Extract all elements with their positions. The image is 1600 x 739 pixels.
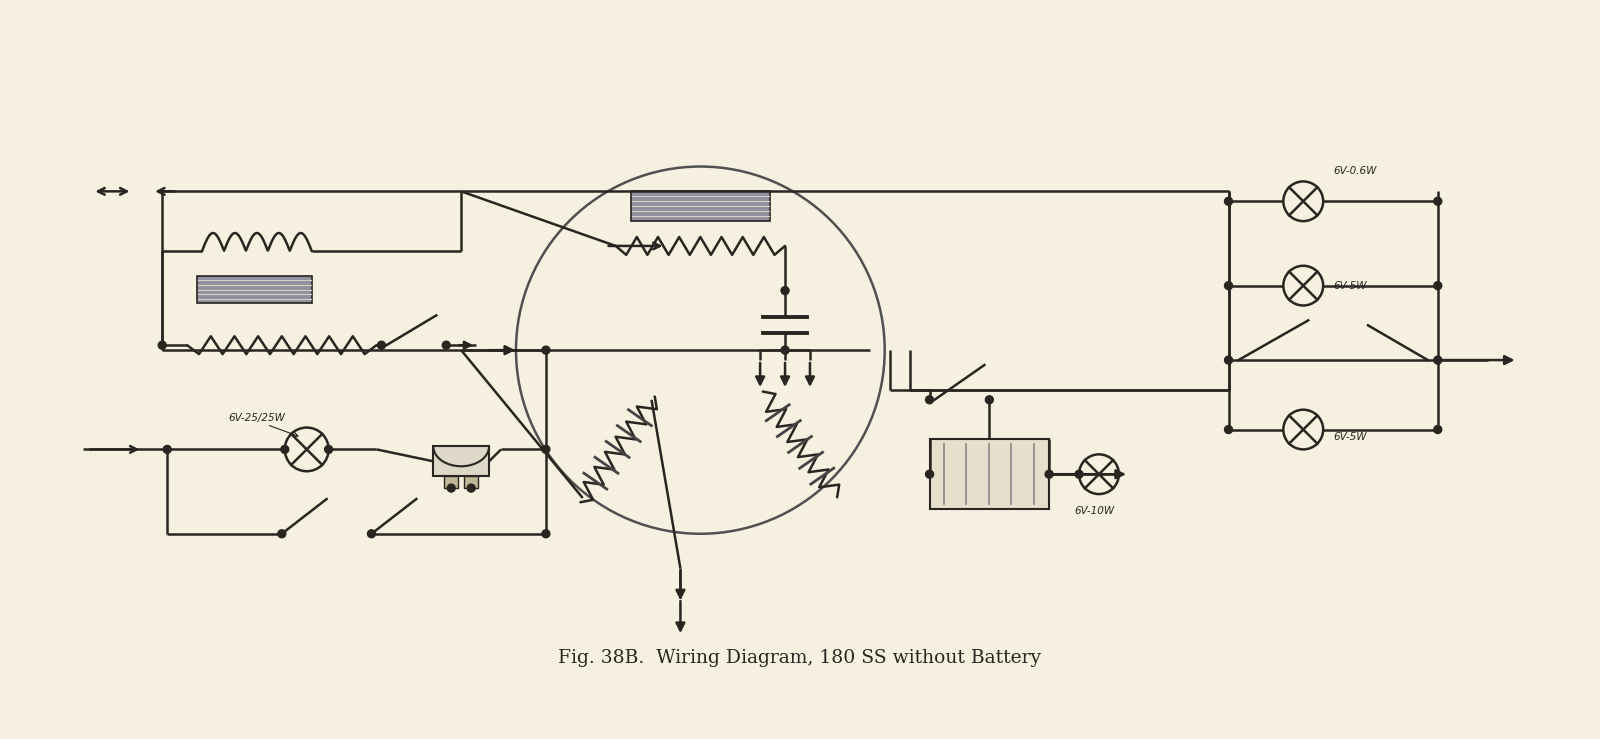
Circle shape — [282, 446, 288, 453]
Bar — [630, 191, 770, 221]
Circle shape — [325, 446, 333, 453]
Circle shape — [925, 396, 933, 403]
Circle shape — [378, 341, 386, 349]
Circle shape — [278, 530, 286, 538]
Circle shape — [1224, 356, 1232, 364]
Circle shape — [368, 530, 376, 538]
Circle shape — [163, 446, 171, 453]
Circle shape — [448, 484, 456, 492]
Circle shape — [442, 341, 450, 349]
Circle shape — [542, 446, 550, 453]
Bar — [464, 476, 478, 488]
Bar — [434, 446, 490, 476]
Circle shape — [781, 346, 789, 354]
Circle shape — [1224, 426, 1232, 434]
Text: 6V-25/25W: 6V-25/25W — [229, 412, 285, 423]
Circle shape — [1434, 426, 1442, 434]
Circle shape — [1434, 282, 1442, 290]
Bar — [445, 476, 458, 488]
Text: 6V-0.6W: 6V-0.6W — [1333, 166, 1376, 177]
Circle shape — [542, 346, 550, 354]
Text: 6V-5W: 6V-5W — [1333, 281, 1366, 290]
Circle shape — [1224, 282, 1232, 290]
Circle shape — [1434, 356, 1442, 364]
Circle shape — [1075, 470, 1083, 478]
Bar — [197, 276, 312, 304]
Circle shape — [1434, 197, 1442, 205]
Circle shape — [1224, 197, 1232, 205]
Circle shape — [925, 470, 933, 478]
Circle shape — [781, 287, 789, 295]
Bar — [930, 440, 1050, 509]
Circle shape — [1045, 470, 1053, 478]
Text: Fig. 38B.  Wiring Diagram, 180 SS without Battery: Fig. 38B. Wiring Diagram, 180 SS without… — [558, 649, 1042, 667]
Circle shape — [158, 341, 166, 349]
Circle shape — [542, 530, 550, 538]
Circle shape — [467, 484, 475, 492]
Text: 6V-10W: 6V-10W — [1074, 506, 1114, 516]
Text: 6V-5W: 6V-5W — [1333, 432, 1366, 443]
Circle shape — [986, 396, 994, 403]
